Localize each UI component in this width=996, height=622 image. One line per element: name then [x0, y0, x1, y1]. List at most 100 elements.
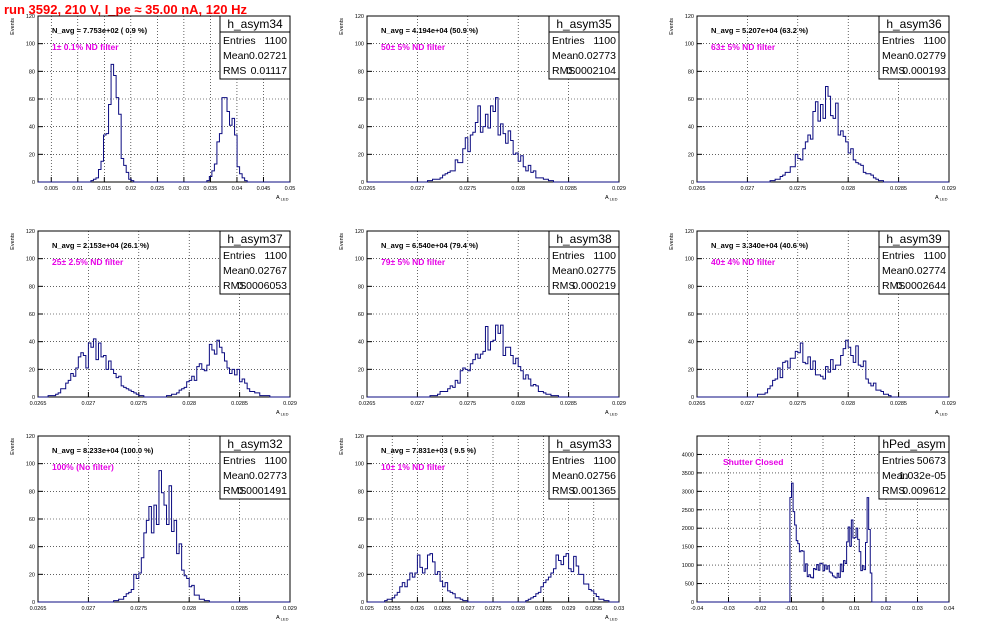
x-tick-label: 0.028 — [841, 401, 855, 407]
y-tick-label: 80 — [358, 284, 364, 290]
stats-label: Mean — [552, 265, 578, 277]
x-tick-label: 0.027 — [411, 401, 425, 407]
x-tick-label: 0.0275 — [130, 401, 147, 407]
navg-label: N_avg = 7.753e+02 ( 0.9 %) — [52, 26, 148, 35]
stats-box: h_asym32 Entries 1100 Mean 0.02773RMS0.00014… — [219, 435, 291, 500]
x-tick-label: 0.015 — [97, 186, 111, 192]
y-tick-label: 80 — [688, 284, 694, 290]
x-tick-label: 0.028 — [511, 186, 525, 192]
x-tick-label: 0.028 — [511, 401, 525, 407]
stats-title: h_asym32 — [227, 437, 283, 451]
filter-annotation: 40± 4% ND filter — [711, 257, 776, 267]
y-tick-label: 100 — [26, 257, 35, 263]
stats-label: Entries — [552, 455, 585, 467]
stats-label: Mean — [223, 470, 249, 482]
x-tick-label: 0.0285 — [560, 401, 577, 407]
x-tick-label: 0.0265 — [30, 401, 47, 407]
stats-value: 1100 — [593, 250, 616, 262]
stats-label: RMS — [552, 280, 575, 292]
stats-value: 0.02767 — [249, 265, 287, 277]
y-tick-label: 120 — [685, 229, 694, 235]
y-tick-label: 60 — [29, 517, 35, 523]
y-tick-label: 60 — [688, 312, 694, 318]
x-tick-label: 0.0275 — [789, 401, 806, 407]
y-tick-label: 40 — [358, 125, 364, 131]
x-tick-label: 0.0285 — [890, 401, 907, 407]
y-tick-label: 20 — [29, 572, 35, 578]
y-tick-label: 40 — [688, 340, 694, 346]
stats-value: 1.032e-05 — [899, 470, 946, 482]
x-tick-label: 0.027 — [741, 401, 755, 407]
histogram-panel-h_asym36: 0.0265 0.027 0.0275 0.028 0.0285 0.029 0 20 40 60… — [669, 14, 956, 202]
stats-box: h_asym37 Entries 1100 Mean 0.02767RMS0.00060… — [219, 230, 291, 295]
navg-label: N_avg = 3.340e+04 (40.6 %) — [711, 241, 809, 250]
stats-label: RMS — [882, 280, 905, 292]
y-tick-label: 80 — [688, 69, 694, 75]
y-tick-label: 0 — [361, 395, 364, 401]
y-tick-label: 3500 — [682, 471, 694, 477]
histogram-panel-h_asym34: 0.005 0.01 0.015 0.02 0.025 0.03 0.035 0.04 0.04… — [10, 14, 295, 202]
stats-label: Entries — [882, 250, 915, 262]
y-tick-label: 20 — [29, 152, 35, 158]
stats-value: 0.0006053 — [237, 280, 287, 292]
y-tick-label: 0 — [691, 600, 694, 606]
x-tick-label: 0.027 — [82, 401, 96, 407]
x-tick-label: 0.035 — [204, 186, 218, 192]
x-tick-label: 0.0265 — [689, 401, 706, 407]
x-axis-label: ALED — [935, 195, 948, 202]
y-tick-label: 60 — [358, 97, 364, 103]
y-axis-label: Events — [10, 18, 16, 35]
navg-label: N_avg = 4.194e+04 (50.9 %) — [381, 26, 479, 35]
stats-value: 0.02721 — [249, 50, 287, 62]
histogram-outline — [38, 338, 290, 398]
histogram-panel-h_asym38: 0.0265 0.027 0.0275 0.028 0.0285 0.029 0 20 40 60… — [339, 229, 626, 417]
x-tick-label: 0.0285 — [231, 606, 248, 612]
x-tick-label: 0.0265 — [689, 186, 706, 192]
histogram-outline — [697, 339, 949, 398]
y-tick-label: 2500 — [682, 508, 694, 514]
filter-annotation: 10± 1% ND filter — [381, 462, 446, 472]
histogram-panel-h_asym32: 0.0265 0.027 0.0275 0.028 0.0285 0.029 0 20 40 60… — [10, 434, 297, 622]
y-tick-label: 60 — [688, 97, 694, 103]
x-tick-label: 0.028 — [511, 606, 525, 612]
stats-value: 1100 — [264, 455, 287, 467]
y-tick-label: 80 — [29, 284, 35, 290]
y-tick-label: 120 — [355, 434, 364, 440]
x-tick-label: 0.025 — [150, 186, 164, 192]
stats-body-box — [878, 246, 950, 295]
x-tick-label: 0.0295 — [585, 606, 602, 612]
stats-value: 0.02773 — [578, 50, 616, 62]
x-tick-label: 0.029 — [942, 186, 956, 192]
navg-label: N_avg = 2.153e+04 (26.1 %) — [52, 241, 150, 250]
x-tick-label: 0.027 — [82, 606, 96, 612]
stats-title: hPed_asym — [882, 437, 945, 451]
y-tick-label: 100 — [355, 257, 364, 263]
x-tick-label: 0.0275 — [459, 186, 476, 192]
y-tick-label: 120 — [355, 229, 364, 235]
histogram-panel-h_asym39: 0.0265 0.027 0.0275 0.028 0.0285 0.029 0 20 40 60… — [669, 229, 956, 417]
stats-title: h_asym34 — [227, 17, 283, 31]
x-tick-label: 0.005 — [44, 186, 58, 192]
stats-value: 1100 — [923, 250, 946, 262]
histogram-outline — [367, 553, 619, 603]
x-tick-label: 0.03 — [614, 606, 625, 612]
x-tick-label: 0.02 — [125, 186, 136, 192]
stats-label: Mean — [223, 265, 249, 277]
x-tick-label: 0.0285 — [535, 606, 552, 612]
stats-label: Entries — [223, 35, 256, 47]
y-axis-label: Events — [10, 438, 16, 455]
x-tick-label: 0.0285 — [231, 401, 248, 407]
stats-title: h_asym36 — [886, 17, 942, 31]
y-tick-label: 1500 — [682, 545, 694, 551]
stats-value: 0.02756 — [578, 470, 616, 482]
y-tick-label: 0 — [361, 600, 364, 606]
x-tick-label: 0.0285 — [560, 186, 577, 192]
y-tick-label: 80 — [358, 69, 364, 75]
x-tick-label: -0.04 — [691, 606, 704, 612]
x-tick-label: 0.03 — [179, 186, 190, 192]
stats-box: h_asym35 Entries 1100 Mean 0.02773RMS0.00021… — [548, 15, 620, 80]
y-tick-label: 100 — [26, 42, 35, 48]
y-tick-label: 40 — [29, 340, 35, 346]
x-tick-label: 0.0265 — [30, 606, 47, 612]
